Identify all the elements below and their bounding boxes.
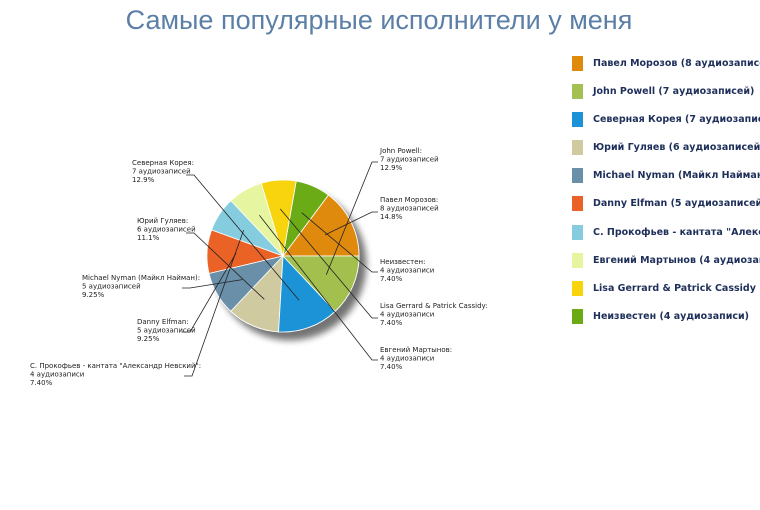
legend-label: Северная Корея (7 аудиозаписей) [593, 113, 760, 125]
legend-swatch [572, 224, 583, 240]
pie-slices [206, 179, 360, 333]
legend-swatch [572, 252, 583, 268]
callout-name: С. Прокофьев - кантата "Александр Невски… [30, 362, 201, 370]
callout-percent: 12.9% [380, 164, 403, 172]
callout-line [324, 211, 378, 236]
callout-line [279, 208, 378, 319]
legend-swatch [572, 111, 583, 127]
callout-name: Северная Корея: [132, 159, 194, 167]
legend-label: Michael Nyman (Майкл Найман) (5 аудиозап… [593, 170, 760, 182]
callout-line [182, 279, 243, 289]
callout-count: 4 аудиозаписи [380, 267, 434, 275]
legend-item[interactable]: Lisa Gerrard & Patrick Cassidy (4 аудиоз… [572, 276, 760, 302]
chart-title-text: Самые популярные исполнители у меня [125, 5, 633, 35]
callout-name: Неизвестен: [380, 258, 425, 266]
callout-line [184, 229, 244, 377]
callout-percent: 7.40% [380, 275, 403, 283]
callout-name: Евгений Мартынов: [380, 346, 452, 354]
legend: Павел Морозов (8 аудиозаписей) John Powel… [572, 50, 760, 332]
callout-percent: 7.40% [380, 319, 403, 327]
legend-item[interactable]: John Powell (7 аудиозаписей) [572, 78, 760, 104]
legend-swatch [572, 140, 583, 156]
legend-swatch [572, 196, 583, 212]
callout-count: 4 аудиозаписи [380, 311, 434, 319]
callout-count: 4 аудиозаписи [380, 355, 434, 363]
legend-item[interactable]: Павел Морозов (8 аудиозаписей) [572, 50, 760, 76]
callout-percent: 11.1% [137, 234, 160, 242]
legend-swatch [572, 281, 583, 296]
callout-line [182, 253, 237, 333]
legend-swatch [572, 55, 583, 71]
callout-line [186, 174, 300, 301]
callout-count: 4 аудиозаписи [30, 371, 84, 379]
callout-line [325, 161, 378, 275]
legend-label: Юрий Гуляев (6 аудиозаписей) [593, 142, 760, 154]
callout-percent: 7.40% [30, 379, 53, 387]
callout-count: 6 аудиозаписей [137, 226, 196, 234]
callout-count: 8 аудиозаписей [380, 205, 439, 213]
legend-label: С. Прокофьев - кантата "Александр Невски… [593, 226, 760, 238]
legend-item[interactable]: Неизвестен (4 аудиозаписи) [572, 304, 760, 330]
legend-swatch [572, 309, 583, 325]
callout-percent: 12.9% [132, 176, 155, 184]
callout-name: Michael Nyman (Майкл Найман): [82, 274, 200, 282]
callout-name: John Powell: [379, 147, 422, 155]
chart-title: Самые популярные исполнители у меня [0, 5, 760, 36]
callout-line [259, 214, 378, 361]
callout-line [301, 212, 378, 273]
callout-count: 7 аудиозаписей [380, 156, 439, 164]
callout-line [186, 232, 265, 300]
legend-item[interactable]: Евгений Мартынов (4 аудиозаписи) [572, 247, 760, 273]
callout-percent: 14.8% [380, 213, 403, 221]
callout-count: 5 аудиозаписей [137, 327, 196, 335]
legend-label: Евгений Мартынов (4 аудиозаписи) [593, 254, 760, 266]
legend-item[interactable]: Юрий Гуляев (6 аудиозаписей) [572, 135, 760, 161]
legend-item[interactable]: Северная Корея (7 аудиозаписей) [572, 106, 760, 132]
legend-swatch [572, 168, 583, 184]
legend-item[interactable]: Michael Nyman (Майкл Найман) (5 аудиозап… [572, 163, 760, 189]
legend-label: Lisa Gerrard & Patrick Cassidy (4 аудиоз… [593, 283, 760, 294]
legend-item[interactable]: С. Прокофьев - кантата "Александр Невски… [572, 219, 760, 245]
callout-count: 5 аудиозаписей [82, 283, 141, 291]
callout-name: Юрий Гуляев: [137, 217, 188, 225]
callout-count: 7 аудиозаписей [132, 168, 191, 176]
callout-percent: 9.25% [137, 335, 160, 343]
legend-item[interactable]: Danny Elfman (5 аудиозаписей) [572, 191, 760, 217]
callout-percent: 7.40% [380, 363, 403, 371]
callout-name: Павел Морозов: [380, 196, 438, 204]
legend-label: Павел Морозов (8 аудиозаписей) [593, 57, 760, 69]
callout-percent: 9.25% [82, 291, 105, 299]
legend-label: John Powell (7 аудиозаписей) [593, 85, 755, 97]
legend-swatch [572, 83, 583, 99]
callout-name: Lisa Gerrard & Patrick Cassidy: [380, 302, 488, 310]
callout-name: Danny Elfman: [137, 318, 189, 326]
legend-label: Danny Elfman (5 аудиозаписей) [593, 198, 760, 210]
legend-label: Неизвестен (4 аудиозаписи) [593, 311, 749, 323]
